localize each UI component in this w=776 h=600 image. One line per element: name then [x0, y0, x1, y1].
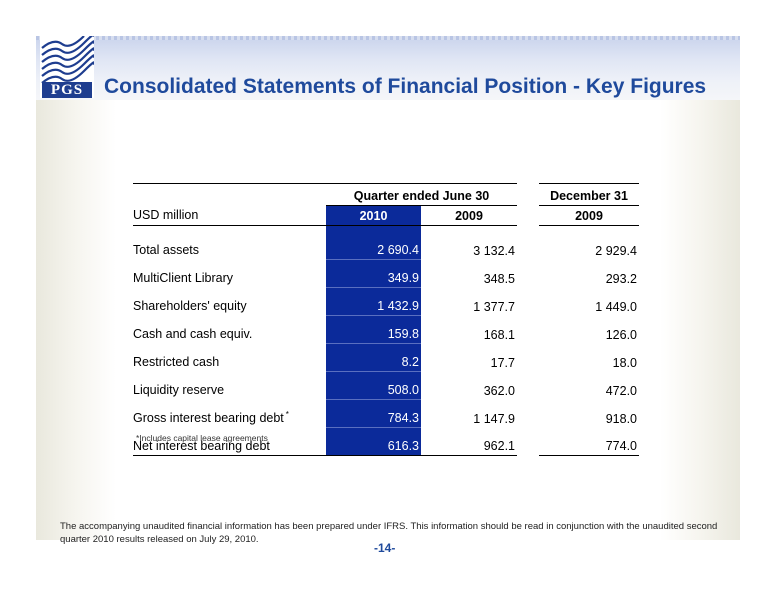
value-2009: 962.1 [421, 427, 517, 456]
header-quarter-group: Quarter ended June 30 [326, 183, 517, 206]
page-title: Consolidated Statements of Financial Pos… [104, 75, 707, 98]
table-row: Restricted cash 8.2 17.7 18.0 [133, 343, 639, 372]
value-2010: 616.3 [326, 427, 421, 456]
row-label: Shareholders' equity [133, 288, 326, 316]
row-label-text: Total assets [133, 243, 200, 258]
header-december-group: December 31 [539, 183, 639, 206]
value-dec-2009: 293.2 [605, 271, 637, 286]
table-row: Liquidity reserve 508.0 362.0 472.0 [133, 371, 639, 400]
value-2010: 784.3 [326, 399, 421, 428]
value-2010: 159.8 [326, 315, 421, 344]
value-dec-2009: 2 929.4 [595, 243, 637, 258]
header-2009: 2009 [421, 205, 517, 226]
page-number: -14- [374, 541, 396, 555]
value-2010: 8.2 [326, 343, 421, 372]
value-dec-2009: 1 449.0 [595, 299, 637, 314]
table-row: Total assets 2 690.4 3 132.4 2 929.4 [133, 225, 639, 260]
table-row: Gross interest bearing debt * 784.3 1 147.9… [133, 399, 639, 428]
value-2009: 1 147.9 [473, 411, 515, 426]
value-2010: 2 690.4 [326, 225, 421, 260]
footnote: *Includes capital lease agreements [136, 433, 268, 443]
value-2009: 168.1 [483, 327, 515, 342]
row-label: Cash and cash equiv. [133, 316, 326, 344]
row-label-text: Shareholders' equity [133, 299, 247, 314]
row-label: MultiClient Library [133, 260, 326, 288]
table-row: MultiClient Library 349.9 348.5 293.2 [133, 259, 639, 288]
value-2010: 1 432.9 [326, 287, 421, 316]
row-label: Gross interest bearing debt * [133, 400, 326, 428]
logo-text: PGS [42, 82, 92, 98]
row-label-text: Cash and cash equiv. [133, 327, 253, 342]
value-dec-2009: 472.0 [605, 383, 637, 398]
value-2009: 1 377.7 [473, 299, 515, 314]
row-label-text: Gross interest bearing debt [133, 411, 284, 426]
footnote-marker: * [285, 410, 289, 420]
header-band [36, 36, 740, 100]
header-2010: 2010 [326, 205, 421, 226]
row-label: Net interest bearing debt [133, 427, 326, 456]
unit-label: USD million [133, 205, 326, 226]
table-row: Cash and cash equiv. 159.8 168.1 126.0 [133, 315, 639, 344]
value-2009: 348.5 [483, 271, 515, 286]
value-dec-2009: 774.0 [539, 427, 639, 456]
value-2009: 17.7 [490, 355, 515, 370]
disclaimer: The accompanying unaudited financial inf… [60, 521, 718, 545]
key-figures-table: Quarter ended June 30 December 31 USD mi… [133, 183, 639, 456]
value-2010: 508.0 [326, 371, 421, 400]
table-row: Net interest bearing debt 616.3 962.1 774.0 [133, 427, 639, 456]
value-dec-2009: 126.0 [605, 327, 637, 342]
row-label: Restricted cash [133, 344, 326, 372]
value-dec-2009: 918.0 [605, 411, 637, 426]
table-row: Shareholders' equity 1 432.9 1 377.7 1 449.… [133, 287, 639, 316]
row-label-text: Liquidity reserve [133, 383, 225, 398]
value-dec-2009: 18.0 [612, 355, 637, 370]
row-label-text: MultiClient Library [133, 271, 234, 286]
row-label-text: Net interest bearing debt [133, 439, 270, 453]
value-2009: 3 132.4 [473, 243, 515, 258]
row-label: Total assets [133, 226, 326, 260]
value-2010: 349.9 [326, 259, 421, 288]
pgs-logo-icon [40, 36, 94, 98]
row-label: Liquidity reserve [133, 372, 326, 400]
row-label-text: Restricted cash [133, 355, 220, 370]
value-2009: 362.0 [483, 383, 515, 398]
header-dec-2009: 2009 [539, 205, 639, 226]
